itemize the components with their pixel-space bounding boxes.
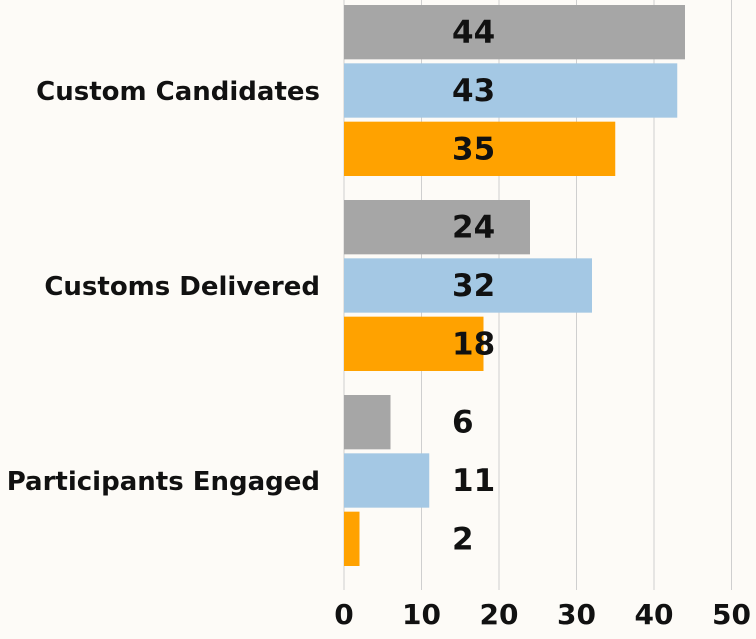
x-tick-label: 30 (557, 598, 596, 631)
x-tick-label: 10 (402, 598, 441, 631)
bar (344, 5, 685, 60)
bar (344, 63, 678, 118)
value-label: 32 (452, 268, 495, 304)
value-label: 24 (452, 210, 495, 246)
category-label: Custom Candidates (36, 77, 320, 107)
value-label: 11 (452, 463, 495, 499)
bar (344, 395, 391, 450)
category-label: Participants Engaged (7, 467, 320, 497)
bar (344, 453, 430, 508)
value-label: 35 (452, 131, 495, 167)
x-tick-label: 50 (712, 598, 751, 631)
x-tick-label: 40 (635, 598, 674, 631)
bar (344, 200, 530, 255)
bar (344, 121, 616, 176)
value-label: 2 (452, 521, 474, 557)
bar (344, 258, 592, 313)
value-label: 43 (452, 73, 495, 109)
value-label: 18 (452, 326, 495, 362)
x-tick-label: 0 (334, 598, 353, 631)
value-label: 44 (452, 15, 495, 51)
category-label: Customs Delivered (44, 272, 320, 302)
bar (344, 511, 360, 566)
bar (344, 316, 484, 371)
value-label: 6 (452, 405, 474, 441)
x-tick-label: 20 (480, 598, 519, 631)
